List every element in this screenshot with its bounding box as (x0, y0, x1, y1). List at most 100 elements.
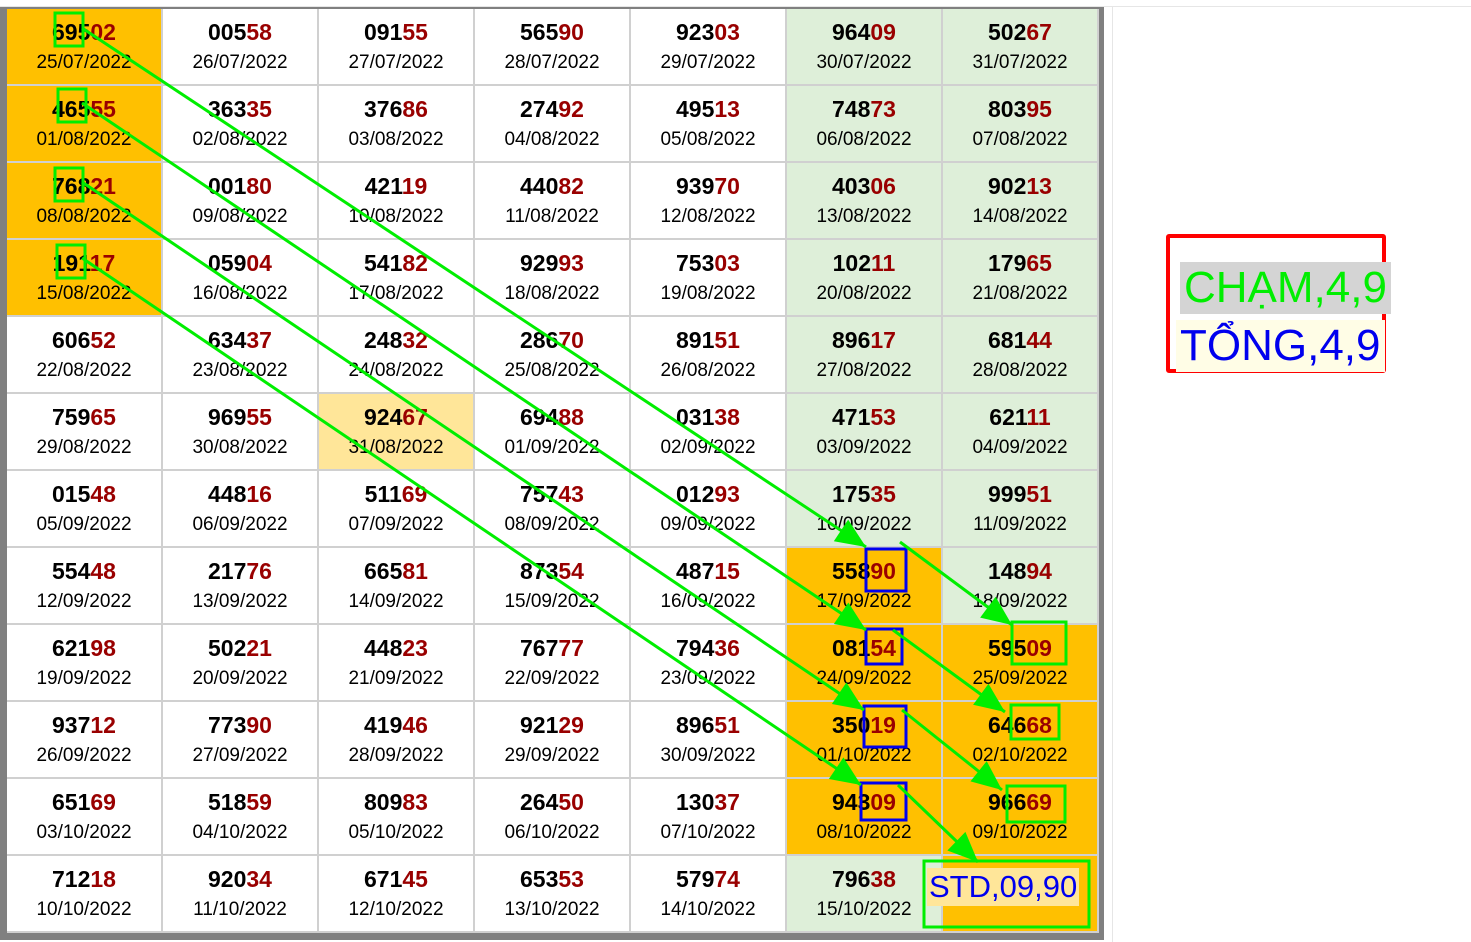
result-number: 51169 (319, 481, 473, 507)
table-cell: 76777 22/09/2022 (475, 625, 631, 702)
table-cell: 09155 27/07/2022 (319, 9, 475, 86)
number-head: 465 (52, 96, 91, 122)
number-tail: 65 (1026, 250, 1052, 276)
number-tail: 51 (714, 712, 740, 738)
result-date: 29/08/2022 (36, 437, 132, 458)
table-cell: 54182 17/08/2022 (319, 240, 475, 317)
number-tail: 23 (402, 635, 428, 661)
table-cell: 96669 09/10/2022 (943, 779, 1099, 856)
number-head: 964 (832, 19, 871, 45)
number-head: 565 (520, 19, 559, 45)
table-cell: 50221 20/09/2022 (163, 625, 319, 702)
number-tail: 09 (870, 19, 896, 45)
number-head: 091 (364, 19, 403, 45)
number-head: 646 (988, 712, 1027, 738)
result-number: 51859 (163, 789, 317, 815)
number-head: 191 (52, 250, 90, 276)
result-number: 76821 (7, 173, 161, 199)
table-cell: 76821 08/08/2022 (7, 163, 163, 240)
number-head: 796 (832, 866, 871, 892)
result-date: 13/10/2022 (504, 899, 600, 920)
number-tail: 55 (246, 404, 272, 430)
result-number: 75965 (7, 404, 161, 430)
table-cell: 27492 04/08/2022 (475, 86, 631, 163)
result-number: 69502 (7, 19, 161, 45)
number-tail: 67 (1026, 19, 1052, 45)
result-number: 55448 (7, 558, 161, 584)
result-number: 47153 (787, 404, 941, 430)
table-cell: 00180 09/08/2022 (163, 163, 319, 240)
table-cell: 41946 28/09/2022 (319, 702, 475, 779)
number-tail: 46 (402, 712, 428, 738)
result-date: 24/08/2022 (348, 360, 444, 381)
result-date: 14/09/2022 (348, 591, 444, 612)
result-date: 07/10/2022 (660, 822, 756, 843)
result-number: 37686 (319, 96, 473, 122)
result-date: 31/07/2022 (972, 52, 1068, 73)
number-head: 448 (364, 635, 403, 661)
result-date: 03/09/2022 (816, 437, 912, 458)
number-head: 274 (520, 96, 559, 122)
result-date: 19/08/2022 (660, 283, 756, 304)
number-tail: 92 (558, 96, 584, 122)
result-number: 35019 (787, 712, 941, 738)
table-cell: 28670 25/08/2022 (475, 317, 631, 394)
number-tail: 34 (246, 866, 272, 892)
number-head: 448 (208, 481, 247, 507)
result-date: 17/09/2022 (816, 591, 912, 612)
result-number: 79436 (631, 635, 785, 661)
result-number: 75303 (631, 250, 785, 276)
table-cell: 80395 07/08/2022 (943, 86, 1099, 163)
table-cell: 35019 01/10/2022 (787, 702, 943, 779)
result-number: 44823 (319, 635, 473, 661)
table-cell: 51859 04/10/2022 (163, 779, 319, 856)
number-head: 896 (832, 327, 871, 353)
result-date: 28/08/2022 (972, 360, 1068, 381)
result-date: 07/08/2022 (972, 129, 1068, 150)
result-number: 93970 (631, 173, 785, 199)
table-cell: 75965 29/08/2022 (7, 394, 163, 471)
result-number: 09155 (319, 19, 473, 45)
result-number: 44816 (163, 481, 317, 507)
number-head: 595 (988, 635, 1027, 661)
result-number: 08154 (787, 635, 941, 661)
number-tail: 02 (90, 19, 116, 45)
result-number: 63437 (163, 327, 317, 353)
result-date: 10/09/2022 (816, 514, 912, 535)
result-number: 65353 (475, 866, 629, 892)
table-cell: 57974 14/10/2022 (631, 856, 787, 933)
result-number: 41946 (319, 712, 473, 738)
result-date: 26/09/2022 (36, 745, 132, 766)
result-date: 29/07/2022 (660, 52, 756, 73)
table-cell: 44082 11/08/2022 (475, 163, 631, 240)
result-date: 01/10/2022 (816, 745, 912, 766)
number-head: 966 (988, 789, 1027, 815)
result-number: 66581 (319, 558, 473, 584)
number-head: 923 (676, 19, 715, 45)
number-head: 363 (208, 96, 247, 122)
number-tail: 54 (558, 558, 584, 584)
table-cell: 94309 08/10/2022 (787, 779, 943, 856)
result-date: 05/08/2022 (660, 129, 756, 150)
result-number: 76777 (475, 635, 629, 661)
result-date: 25/09/2022 (972, 668, 1068, 689)
table-cell: 96955 30/08/2022 (163, 394, 319, 471)
table-cell: 37686 03/08/2022 (319, 86, 475, 163)
table-cell: 13037 07/10/2022 (631, 779, 787, 856)
number-head: 495 (676, 96, 715, 122)
number-head: 541 (364, 250, 403, 276)
number-tail: 19 (401, 173, 428, 199)
number-head: 768 (52, 173, 91, 199)
number-head: 264 (520, 789, 559, 815)
result-date: 11/09/2022 (973, 514, 1067, 535)
result-number: 99951 (943, 481, 1097, 507)
result-number: 14894 (943, 558, 1097, 584)
table-cell: 42119 10/08/2022 (319, 163, 475, 240)
result-number: 26450 (475, 789, 629, 815)
table-cell: 67145 12/10/2022 (319, 856, 475, 933)
number-tail: 74 (714, 866, 740, 892)
result-date: 23/09/2022 (660, 668, 756, 689)
table-cell: 08154 24/09/2022 (787, 625, 943, 702)
number-head: 001 (208, 173, 247, 199)
number-head: 767 (520, 635, 559, 661)
